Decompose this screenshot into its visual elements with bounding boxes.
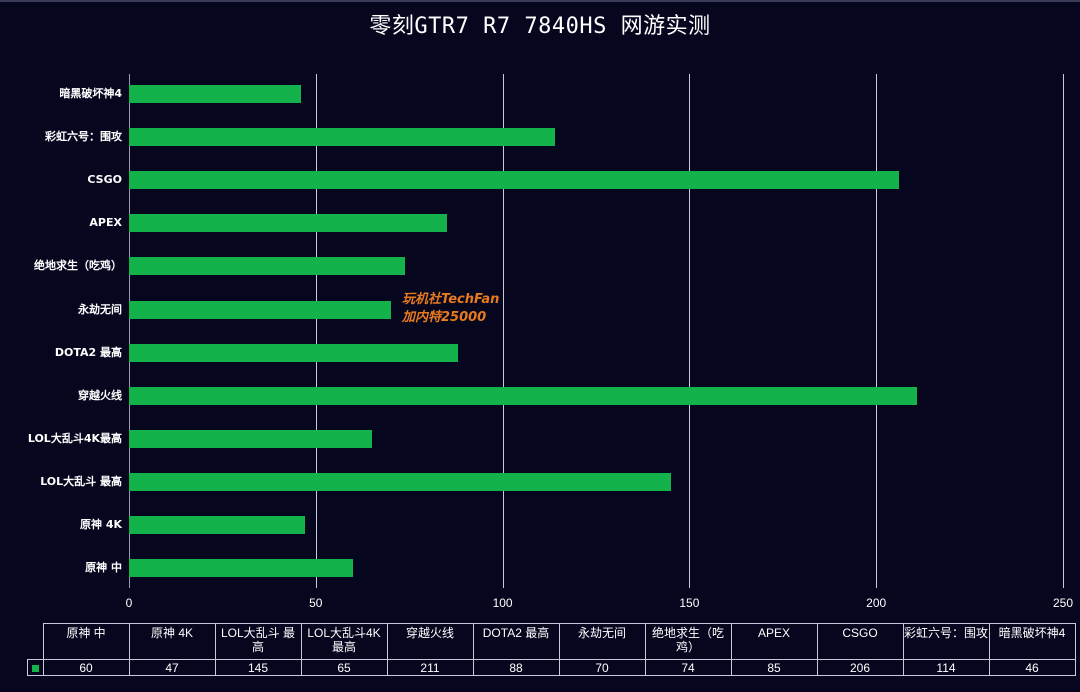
- category-label: 绝地求生（吃鸡）: [34, 259, 122, 273]
- bar: [129, 559, 354, 578]
- category-label: 原神 中: [85, 561, 122, 575]
- data-table-header: LOL大乱斗4K最高: [300, 623, 388, 660]
- data-table-value: 74: [644, 659, 732, 676]
- category-label: LOL大乱斗 最高: [40, 474, 122, 488]
- bar: [129, 516, 305, 534]
- gridline: [1063, 74, 1064, 588]
- category-label: CSGO: [87, 173, 122, 187]
- bar: [129, 171, 899, 190]
- watermark-line-2: 加内特25000: [402, 310, 487, 325]
- data-table-header: 暗黑破坏神4: [988, 623, 1076, 660]
- data-table-value: 60: [42, 659, 130, 676]
- tick-label: 100: [492, 596, 513, 610]
- gridline: [876, 74, 878, 588]
- data-table-header: 穿越火线: [386, 623, 474, 660]
- data-table: 原神 中原神 4K LOL大乱斗 最高 LOL大乱斗4K最高 穿越火线 DOTA2 最高…: [27, 623, 1076, 676]
- data-table-header: 原神 4K: [128, 623, 216, 660]
- data-table-value: 206: [816, 659, 904, 676]
- category-label: 彩虹六号：围攻: [45, 130, 122, 144]
- tick-label: 200: [866, 596, 887, 610]
- data-table-value: 85: [730, 659, 818, 676]
- data-table-value: 47: [128, 659, 216, 676]
- data-table-value: 65: [300, 659, 388, 676]
- legend-swatch-icon: [31, 664, 39, 672]
- tick-label: 150: [679, 596, 700, 610]
- data-table-value: 46: [988, 659, 1076, 676]
- gridline: [129, 74, 130, 588]
- data-table-value: 70: [558, 659, 646, 676]
- data-table-header: 绝地求生（吃鸡）: [644, 623, 732, 660]
- category-label: 暗黑破坏神4: [59, 87, 122, 100]
- data-table-value: 145: [214, 659, 302, 676]
- top-border: [0, 0, 1080, 2]
- data-table-header: CSGO: [816, 623, 904, 660]
- data-table-value: 114: [902, 659, 990, 676]
- category-label: 永劫无间: [78, 302, 122, 316]
- bar: [129, 386, 918, 405]
- bar: [129, 429, 372, 448]
- data-table-header: DOTA2 最高: [472, 623, 560, 660]
- tick-label: 50: [309, 596, 323, 610]
- bar: [129, 257, 406, 276]
- gridline: [315, 74, 317, 588]
- data-table-header: 彩虹六号：围攻: [902, 623, 990, 660]
- category-label: LOL大乱斗4K最高: [27, 431, 122, 445]
- category-label: APEX: [89, 216, 122, 230]
- category-label: 穿越火线: [78, 388, 122, 402]
- bar: [129, 300, 391, 319]
- data-table-value: 88: [472, 659, 560, 676]
- tick-label: 0: [125, 596, 133, 610]
- gridline: [689, 74, 691, 588]
- bar: [129, 472, 671, 491]
- data-table-header: 永劫无间: [558, 623, 646, 660]
- category-label: DOTA2 最高: [54, 345, 122, 359]
- bar: [129, 214, 447, 233]
- bar: [129, 343, 458, 362]
- tick-label: 250: [1052, 596, 1074, 610]
- data-table-header: APEX: [730, 623, 818, 660]
- bar: [129, 128, 555, 147]
- data-table-value: 211: [386, 659, 474, 676]
- bar: [129, 85, 301, 103]
- legend-key-cell: [27, 659, 44, 676]
- data-table-header: LOL大乱斗 最高: [214, 623, 302, 660]
- chart-title: 零刻GTR7 R7 7840HS 网游实测: [369, 14, 711, 39]
- data-table-header-row: 原神 中原神 4K LOL大乱斗 最高 LOL大乱斗4K最高 穿越火线 DOTA2 最高…: [27, 623, 1076, 660]
- data-table-corner: [27, 623, 44, 660]
- data-table-value-row: 60 47 145 65 211 88 70 74 85 206 114 46: [27, 659, 1076, 676]
- watermark: 玩机社TechFan 加内特25000: [402, 291, 499, 327]
- category-label: 原神 4K: [79, 518, 122, 531]
- plot-area: [129, 74, 1064, 588]
- watermark-line-1: 玩机社TechFan: [402, 292, 500, 307]
- data-table-header: 原神 中: [42, 623, 130, 660]
- gridline: [502, 74, 504, 588]
